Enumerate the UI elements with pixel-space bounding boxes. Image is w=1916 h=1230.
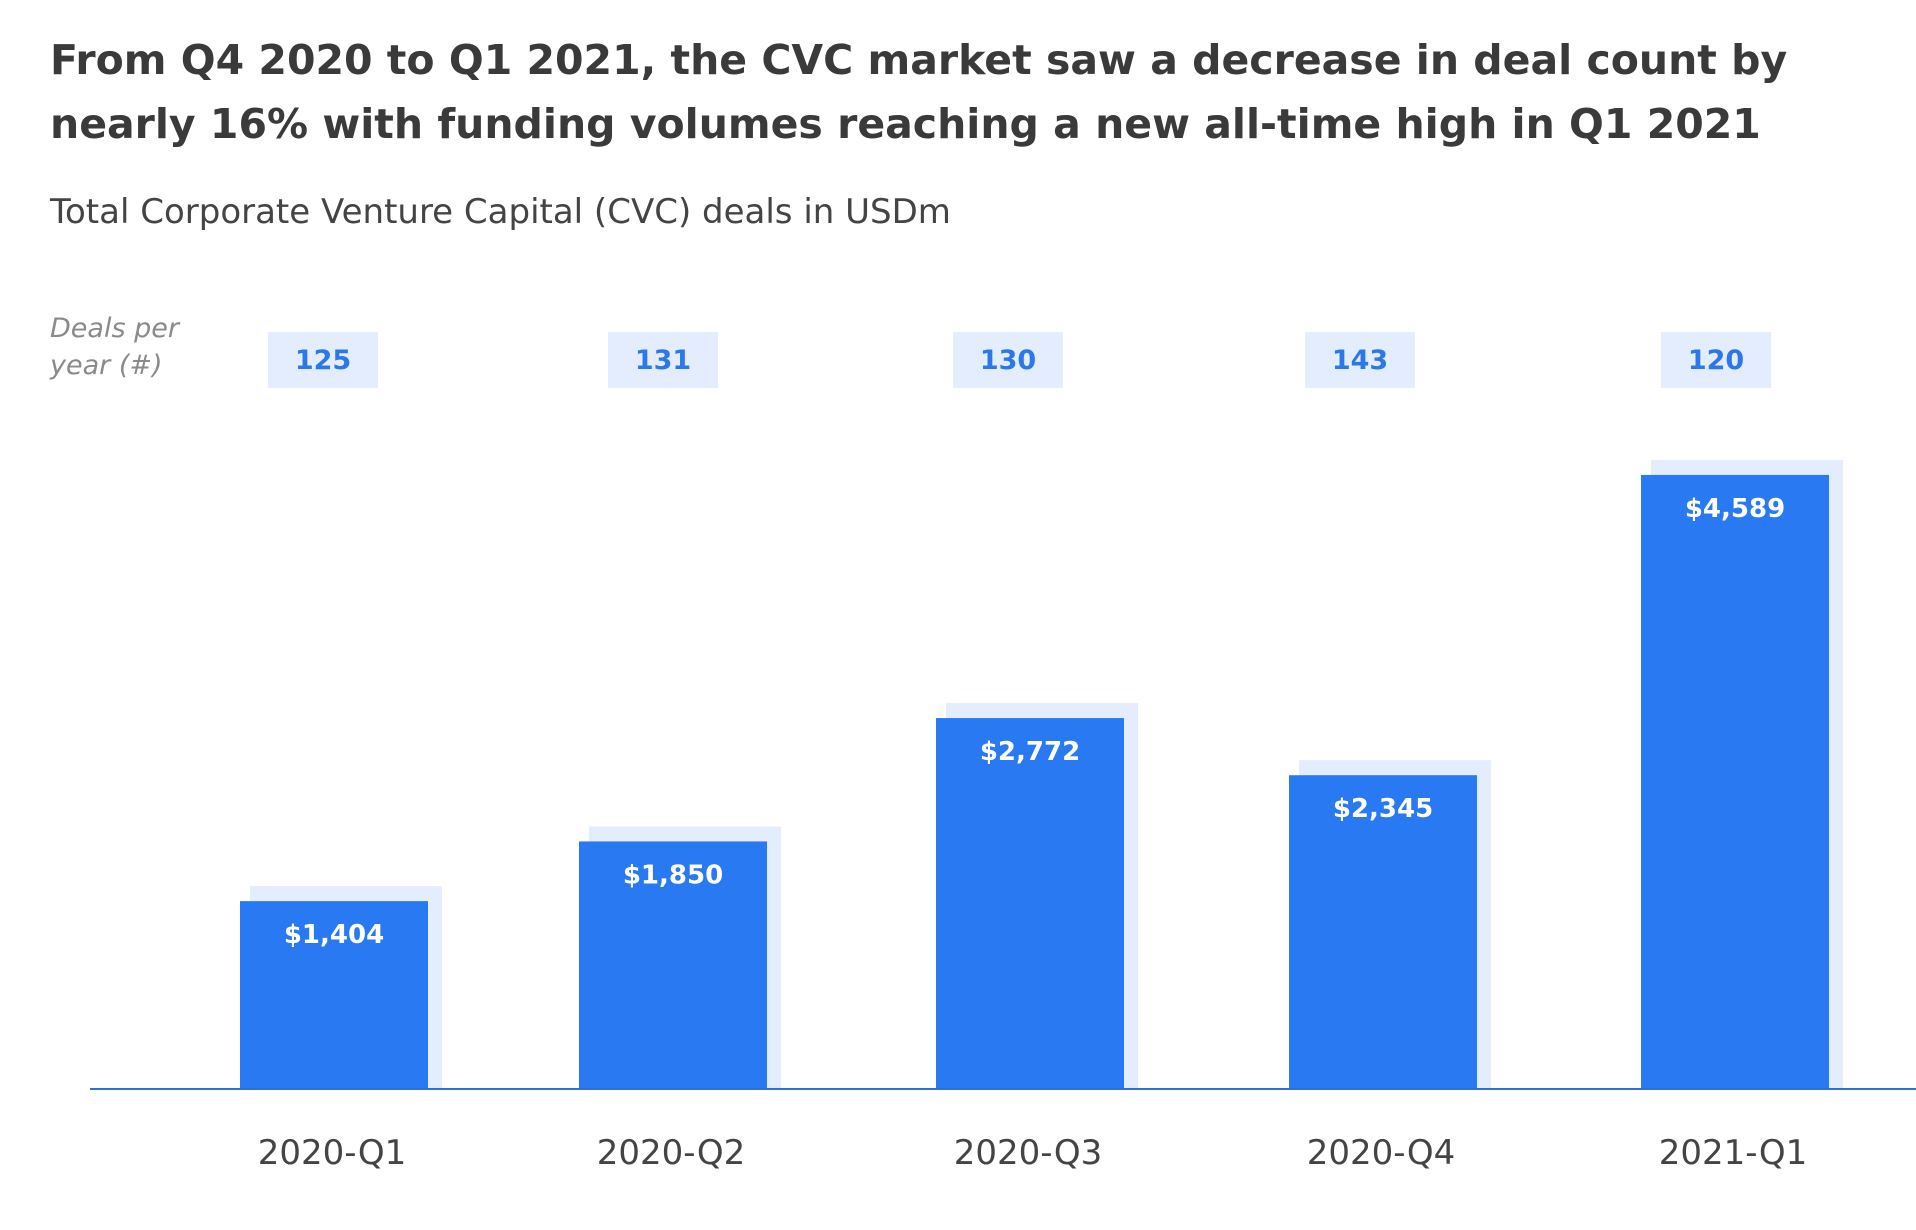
- x-tick-label: 2020-Q1: [258, 1133, 406, 1173]
- x-tick-label: 2020-Q4: [1307, 1133, 1455, 1173]
- bar-2020-q1: [240, 901, 428, 1089]
- bar-value-label: $2,345: [1333, 794, 1433, 824]
- bar-value-label: $1,404: [284, 920, 384, 950]
- chart-title: From Q4 2020 to Q1 2021, the CVC market …: [50, 36, 1788, 148]
- bar-2020-q4: [1289, 775, 1477, 1089]
- bar-2021-q1: [1641, 474, 1829, 1090]
- deal-badge-2021-q1: 120: [1661, 332, 1771, 388]
- x-tick-label: 2020-Q3: [954, 1133, 1102, 1173]
- deal-badge-2020-q2: 131: [608, 332, 718, 388]
- deal-badge-2020-q3: 130: [953, 332, 1063, 388]
- bar-value-label: $4,589: [1685, 494, 1785, 524]
- bar-2020-q2: [579, 841, 767, 1089]
- deal-badge-2020-q4: 143: [1305, 332, 1415, 388]
- chart-subtitle: Total Corporate Venture Capital (CVC) de…: [50, 192, 951, 232]
- deals-per-year-label: Deals per year (#): [50, 313, 179, 381]
- bar-2020-q3: [936, 718, 1124, 1089]
- x-tick-label: 2021-Q1: [1659, 1133, 1807, 1173]
- deal-badge-2020-q1: 125: [268, 332, 378, 388]
- x-tick-label: 2020-Q2: [597, 1133, 745, 1173]
- bar-value-label: $2,772: [980, 737, 1080, 767]
- bar-value-label: $1,850: [623, 860, 723, 890]
